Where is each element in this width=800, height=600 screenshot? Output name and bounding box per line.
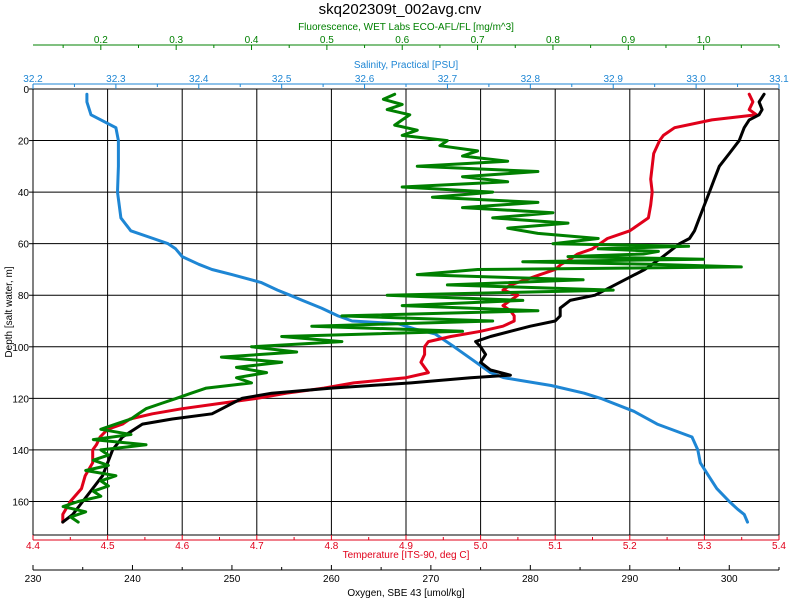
oxygen-tick-label: 250 (224, 574, 241, 585)
depth-tick-label: 40 (18, 188, 30, 199)
temperature-tick-label: 4.4 (26, 541, 40, 552)
salinity-tick-label: 32.9 (603, 74, 623, 85)
depth-tick-label: 20 (18, 137, 30, 148)
temperature-tick-label: 5.2 (623, 541, 637, 552)
oxygen-tick-label: 290 (621, 574, 638, 585)
fluorescence-tick-label: 0.9 (621, 35, 635, 46)
salinity-tick-label: 32.6 (355, 74, 375, 85)
oxygen-tick-label: 270 (423, 574, 440, 585)
depth-tick-label: 80 (18, 291, 30, 302)
depth-tick-label: 100 (12, 343, 29, 354)
salinity-series-line (85, 92, 749, 524)
temperature-axis-label: Temperature [ITS-90, deg C] (343, 550, 470, 561)
oxygen-tick-label: 230 (25, 574, 42, 585)
temperature-tick-label: 5.4 (772, 541, 786, 552)
salinity-tick-label: 32.4 (189, 74, 209, 85)
depth-tick-label: 120 (12, 394, 29, 405)
fluorescence-tick-label: 0.4 (245, 35, 259, 46)
temperature-tick-label: 4.7 (250, 541, 264, 552)
oxygen-tick-label: 260 (323, 574, 340, 585)
depth-tick-label: 140 (12, 446, 29, 457)
salinity-tick-label: 33.0 (686, 74, 706, 85)
oxygen-tick-label: 300 (721, 574, 738, 585)
temperature-tick-label: 4.8 (324, 541, 338, 552)
salinity-tick-label: 32.3 (106, 74, 126, 85)
depth-tick-label: 160 (12, 497, 29, 508)
fluorescence-tick-label: 0.7 (471, 35, 485, 46)
oxygen-tick-label: 280 (522, 574, 539, 585)
axes: 0 20 40 60 80 100 120 140 160 Depth [salt water, … (4, 22, 789, 599)
salinity-tick-label: 32.8 (521, 74, 541, 85)
temperature-tick-label: 4.5 (101, 541, 115, 552)
salinity-tick-label: 32.2 (23, 74, 43, 85)
temperature-tick-label: 5.1 (548, 541, 562, 552)
fluorescence-series-line (61, 92, 743, 524)
fluorescence-tick-label: 0.3 (169, 35, 183, 46)
temperature-tick-label: 5.3 (697, 541, 711, 552)
fluorescence-tick-label: 0.5 (320, 35, 334, 46)
series-layer (61, 92, 766, 524)
fluorescence-tick-label: 0.6 (395, 35, 409, 46)
fluorescence-tick-label: 0.2 (94, 35, 108, 46)
depth-tick-label: 0 (23, 85, 29, 96)
temperature-tick-label: 4.6 (175, 541, 189, 552)
salinity-tick-label: 32.5 (272, 74, 292, 85)
salinity-tick-label: 32.7 (438, 74, 458, 85)
fluorescence-tick-label: 0.8 (546, 35, 560, 46)
temperature-tick-label: 5.0 (474, 541, 488, 552)
oxygen-tick-label: 240 (124, 574, 141, 585)
oxygen-series-line (61, 92, 766, 524)
temperature-tick-label: 4.9 (399, 541, 413, 552)
fluorescence-tick-label: 1.0 (697, 35, 711, 46)
fluorescence-axis-label: Fluorescence, WET Labs ECO-AFL/FL [mg/m^… (298, 22, 514, 33)
depth-tick-label: 60 (18, 240, 30, 251)
salinity-tick-label: 33.1 (769, 74, 789, 85)
salinity-axis-label: Salinity, Practical [PSU] (354, 60, 459, 71)
temperature-series-line (61, 92, 759, 524)
depth-axis-label: Depth [salt water, m] (4, 266, 15, 357)
oxygen-axis-label: Oxygen, SBE 43 [umol/kg] (347, 588, 465, 599)
chart-title: skq202309t_002avg.cnv (319, 1, 482, 18)
